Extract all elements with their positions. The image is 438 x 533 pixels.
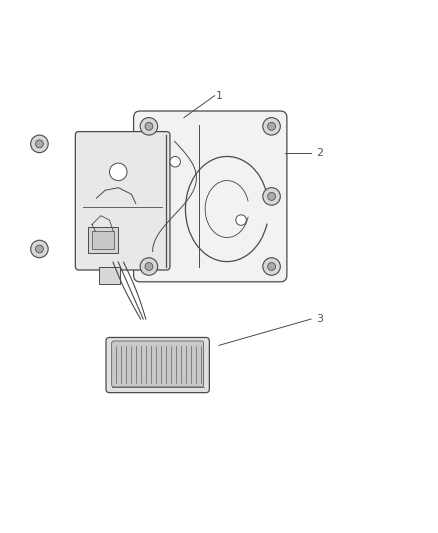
Circle shape bbox=[31, 135, 48, 152]
Circle shape bbox=[140, 258, 158, 275]
Text: 1: 1 bbox=[215, 91, 223, 101]
Circle shape bbox=[35, 245, 43, 253]
Text: 3: 3 bbox=[316, 314, 323, 324]
Circle shape bbox=[268, 123, 276, 130]
Circle shape bbox=[236, 215, 246, 225]
Circle shape bbox=[140, 118, 158, 135]
Circle shape bbox=[145, 263, 153, 270]
Bar bbox=[99, 266, 120, 284]
Bar bbox=[92, 231, 114, 249]
Circle shape bbox=[268, 263, 276, 270]
Circle shape bbox=[263, 188, 280, 205]
FancyBboxPatch shape bbox=[75, 132, 170, 270]
Text: 2: 2 bbox=[316, 148, 323, 158]
FancyBboxPatch shape bbox=[134, 111, 287, 282]
Circle shape bbox=[110, 163, 127, 181]
Circle shape bbox=[145, 123, 153, 130]
Circle shape bbox=[263, 118, 280, 135]
Circle shape bbox=[170, 157, 180, 167]
Bar bbox=[88, 227, 118, 253]
Circle shape bbox=[268, 192, 276, 200]
FancyBboxPatch shape bbox=[106, 337, 209, 393]
Circle shape bbox=[263, 258, 280, 275]
Circle shape bbox=[35, 140, 43, 148]
Circle shape bbox=[31, 240, 48, 258]
FancyBboxPatch shape bbox=[112, 341, 204, 387]
